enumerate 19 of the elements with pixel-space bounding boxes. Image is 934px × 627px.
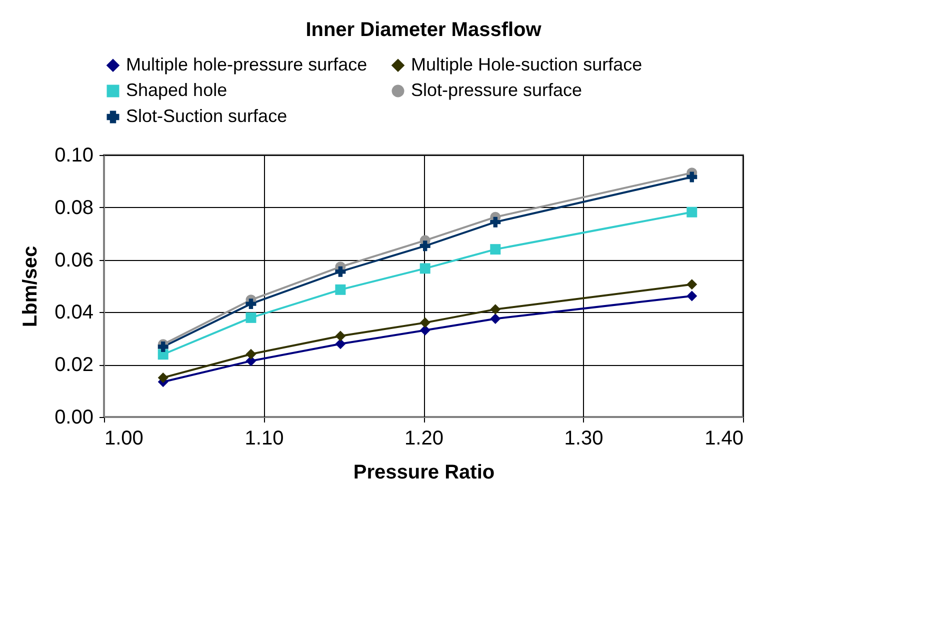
legend-label: Slot-Suction surface — [126, 106, 288, 126]
y-tick-label: 0.00 — [54, 406, 94, 428]
y-tick-label: 0.04 — [54, 302, 94, 324]
x-tick-label: 1.10 — [244, 428, 284, 450]
chart-title: Inner Diameter Massflow — [306, 19, 542, 41]
y-tick-label: 0.08 — [54, 196, 94, 219]
x-axis-title: Pressure Ratio — [353, 462, 495, 484]
y-axis-title: Lbm/sec — [20, 246, 42, 328]
legend-label: Multiple Hole-suction surface — [411, 54, 642, 74]
x-tick-label: 1.00 — [104, 428, 144, 450]
x-tick-label: 1.20 — [404, 428, 444, 450]
y-tick-label: 0.10 — [54, 144, 94, 166]
legend-label: Shaped hole — [126, 80, 228, 100]
y-tick-label: 0.02 — [54, 354, 94, 376]
legend-label: Multiple hole-pressure surface — [126, 54, 368, 74]
legend-label: Slot-pressure surface — [411, 80, 582, 100]
x-tick-label: 1.40 — [704, 428, 744, 450]
y-tick-label: 0.06 — [54, 249, 94, 272]
x-tick-label: 1.30 — [564, 428, 604, 450]
